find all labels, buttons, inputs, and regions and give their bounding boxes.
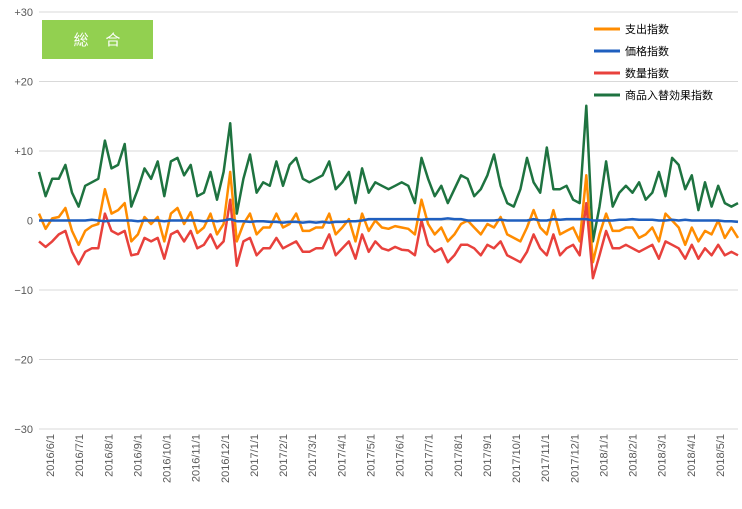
y-tick-label: −10 bbox=[14, 285, 33, 297]
legend-label: 価格指数 bbox=[625, 44, 669, 58]
y-tick-labels: +30 +20 +10 0 −10 −20 −30 bbox=[14, 7, 33, 436]
x-tick-label: 2017/7/1 bbox=[424, 434, 436, 477]
badge-label: 総 合 bbox=[74, 31, 127, 49]
x-tick-label: 2017/12/1 bbox=[569, 434, 581, 483]
badge-background bbox=[42, 20, 153, 59]
legend-label: 商品入替効果指数 bbox=[625, 88, 713, 102]
x-tick-label: 2017/3/1 bbox=[307, 434, 319, 477]
x-tick-label: 2017/2/1 bbox=[278, 434, 290, 477]
x-tick-label: 2018/2/1 bbox=[628, 434, 640, 477]
x-tick-label: 2016/10/1 bbox=[162, 434, 174, 483]
x-tick-labels: 2016/6/1 2016/7/1 2016/8/1 2016/9/1 2016/10/… bbox=[45, 434, 727, 483]
x-tick-label: 2016/11/1 bbox=[191, 434, 203, 482]
legend-label: 数量指数 bbox=[625, 66, 669, 80]
x-tick-label: 2016/12/1 bbox=[220, 434, 232, 483]
x-tick-label: 2017/10/1 bbox=[511, 434, 523, 483]
y-tick-label: +30 bbox=[14, 7, 33, 19]
x-tick-label: 2017/6/1 bbox=[395, 434, 407, 477]
series-line-2 bbox=[38, 198, 739, 280]
x-tick-label: 2016/6/1 bbox=[45, 434, 57, 477]
legend-label: 支出指数 bbox=[625, 22, 669, 36]
y-tick-label: −20 bbox=[14, 355, 33, 367]
x-tick-label: 2017/4/1 bbox=[336, 434, 348, 477]
x-tick-label: 2016/9/1 bbox=[132, 434, 144, 477]
series-line-3 bbox=[37, 104, 739, 243]
x-tick-label: 2018/4/1 bbox=[686, 434, 698, 477]
x-tick-label: 2017/8/1 bbox=[453, 434, 465, 477]
x-tick-label: 2018/3/1 bbox=[657, 434, 669, 477]
y-tick-label: +20 bbox=[14, 77, 33, 89]
y-tick-label: 0 bbox=[27, 216, 33, 228]
x-tick-label: 2017/9/1 bbox=[482, 434, 494, 477]
x-tick-label: 2018/5/1 bbox=[715, 434, 727, 477]
x-tick-label: 2017/1/1 bbox=[249, 434, 261, 477]
y-tick-label: +10 bbox=[14, 146, 33, 158]
series-lines bbox=[37, 104, 740, 280]
title-badge: 総 合 bbox=[42, 20, 153, 59]
y-tick-label: −30 bbox=[14, 424, 33, 436]
x-tick-label: 2016/8/1 bbox=[103, 434, 115, 477]
x-tick-label: 2018/1/1 bbox=[598, 434, 610, 477]
series-line-1 bbox=[39, 217, 739, 224]
x-tick-label: 2016/7/1 bbox=[74, 434, 86, 477]
x-tick-label: 2017/5/1 bbox=[365, 434, 377, 477]
x-tick-label: 2017/11/1 bbox=[540, 434, 552, 482]
